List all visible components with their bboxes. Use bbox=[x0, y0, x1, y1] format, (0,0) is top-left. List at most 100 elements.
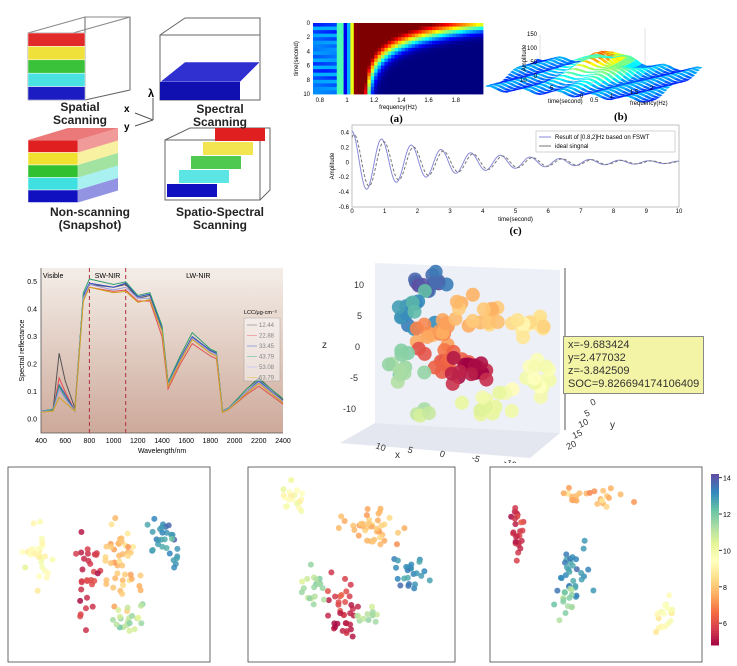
data-point bbox=[516, 330, 531, 345]
heatmap-cell bbox=[336, 23, 341, 27]
surface-patch bbox=[492, 81, 501, 86]
data-point bbox=[343, 588, 350, 595]
plot-frame bbox=[351, 124, 680, 208]
surface-patch bbox=[604, 86, 613, 89]
heatmap-cell bbox=[387, 76, 392, 81]
surface-patch bbox=[669, 82, 677, 85]
heatmap-cell bbox=[472, 23, 477, 27]
surface-patch bbox=[671, 80, 680, 84]
heatmap-cell bbox=[476, 54, 480, 59]
heatmap-cell bbox=[313, 40, 317, 45]
heatmap-cell bbox=[357, 79, 361, 84]
surface-patch bbox=[613, 90, 622, 96]
heatmap-cell bbox=[466, 69, 470, 74]
data-point bbox=[517, 545, 524, 552]
colorbar-segment bbox=[711, 488, 719, 492]
heatmap-cell bbox=[370, 26, 375, 31]
heatmap-cell bbox=[326, 30, 331, 35]
heatmap-cell bbox=[479, 76, 484, 81]
heatmap-cell bbox=[377, 69, 382, 74]
heatmap-cell bbox=[428, 33, 433, 38]
heatmap-cell bbox=[330, 62, 334, 66]
heatmap-cell bbox=[452, 58, 457, 63]
data-point bbox=[416, 558, 423, 565]
heatmap-cell bbox=[357, 47, 361, 52]
heatmap-cell bbox=[438, 90, 443, 95]
heatmap-cell bbox=[428, 62, 433, 66]
surface-patch bbox=[534, 92, 543, 96]
data-point bbox=[325, 612, 332, 619]
heatmap-cell bbox=[476, 47, 480, 52]
legend-title: LCC/μg·cm⁻² bbox=[244, 310, 277, 316]
surface-patch bbox=[568, 59, 576, 63]
region-label: LW-NIR bbox=[186, 273, 210, 280]
heatmap-cell bbox=[384, 90, 389, 95]
heatmap-cell bbox=[449, 44, 453, 49]
surface-patch bbox=[589, 62, 598, 67]
surface-patch bbox=[531, 87, 540, 92]
heatmap-cell bbox=[333, 47, 338, 52]
heatmap-cell bbox=[357, 58, 361, 63]
heatmap-cell bbox=[367, 79, 372, 84]
x-axis-label: x bbox=[124, 104, 130, 115]
heatmap-cell bbox=[336, 76, 341, 81]
surface-patch bbox=[625, 81, 634, 84]
heatmap-cell bbox=[319, 65, 324, 70]
heatmap-cell bbox=[394, 72, 399, 77]
heatmap-cell bbox=[469, 86, 474, 91]
x-tick-label: 1200 bbox=[130, 438, 146, 445]
heatmap-cell bbox=[476, 23, 480, 27]
surface-patch bbox=[636, 95, 644, 100]
z-axis-label: z bbox=[322, 340, 327, 351]
heatmap-cell bbox=[326, 44, 331, 49]
heatmap-cell bbox=[330, 33, 334, 38]
heatmap-cell bbox=[374, 76, 378, 81]
surface-patch bbox=[639, 100, 647, 103]
surface-patch bbox=[522, 63, 531, 67]
heatmap-cell bbox=[316, 65, 321, 70]
tsne-panel-3 bbox=[489, 466, 703, 663]
heatmap-cell bbox=[401, 26, 406, 31]
heatmap-cell bbox=[374, 79, 378, 84]
surface-patch bbox=[617, 54, 626, 58]
heatmap-cell bbox=[357, 72, 361, 77]
heatmap-cell bbox=[316, 86, 321, 91]
heatmap-cell bbox=[360, 86, 365, 91]
heatmap-cell bbox=[442, 44, 446, 49]
surface-patch bbox=[530, 77, 538, 82]
surface-patch bbox=[592, 58, 600, 63]
heatmap-cell bbox=[421, 76, 426, 81]
surface-patch bbox=[654, 70, 662, 75]
heatmap-cell bbox=[442, 90, 446, 95]
heatmap-cell bbox=[398, 26, 402, 31]
heatmap-cell bbox=[418, 90, 423, 95]
heatmap-cell bbox=[313, 23, 317, 27]
data-point bbox=[332, 593, 339, 600]
data-point bbox=[586, 489, 593, 496]
surface-patch bbox=[572, 88, 581, 93]
heatmap-cell bbox=[347, 30, 351, 35]
heatmap-cell bbox=[343, 76, 348, 81]
data-point bbox=[138, 620, 145, 627]
surface-patch bbox=[552, 66, 561, 69]
heatmap-cell bbox=[347, 76, 351, 81]
heatmap-cell bbox=[401, 54, 406, 59]
heatmap-cell bbox=[364, 37, 368, 42]
heatmap-cell bbox=[445, 79, 450, 84]
heatmap-cell bbox=[469, 30, 474, 35]
heatmap-cell bbox=[343, 90, 348, 95]
heatmap-cell bbox=[469, 83, 474, 88]
heatmap-cell bbox=[353, 58, 358, 63]
heatmap-cell bbox=[398, 90, 402, 95]
heatmap-cell bbox=[449, 40, 453, 45]
heatmap-cell bbox=[442, 83, 446, 88]
heatmap-cell bbox=[333, 83, 338, 88]
heatmap-cell bbox=[462, 62, 467, 66]
data-point bbox=[563, 564, 570, 571]
heatmap-cell bbox=[326, 47, 331, 52]
heatmap-cell bbox=[459, 26, 463, 31]
surface-patch bbox=[559, 70, 568, 76]
heatmap-cell bbox=[421, 69, 426, 74]
heatmap-cell bbox=[479, 65, 484, 70]
surface-patch bbox=[635, 71, 644, 77]
